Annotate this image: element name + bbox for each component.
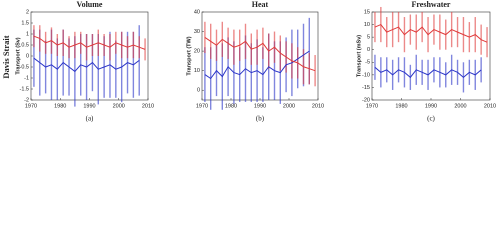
y-tick-label: -2 [24, 97, 29, 103]
series-line [33, 57, 140, 73]
x-tick-label: 1990 [425, 103, 437, 109]
plot-frame [201, 11, 319, 101]
panel-label: (b) [256, 115, 265, 123]
panel-title: Heat [252, 0, 269, 9]
y-tick-label: 1.5 [21, 20, 29, 26]
y-tick-label: -1 [24, 75, 29, 81]
y-tick-label: 40 [194, 9, 200, 15]
y-axis-label: Transport (TW) [186, 36, 192, 75]
x-tick-label: 2000 [454, 103, 466, 109]
y-axis-label: Transport (Sv) [15, 37, 21, 74]
y-tick-label: 1 [26, 31, 29, 37]
y-tick-label: -15 [362, 85, 370, 91]
x-tick-label: 1990 [83, 103, 95, 109]
panel-title: Freshwater [412, 0, 451, 9]
y-tick-label: 10 [194, 68, 200, 74]
x-tick-label: 1980 [54, 103, 66, 109]
y-tick-label: -20 [362, 97, 370, 103]
x-tick-label: 1980 [225, 103, 237, 109]
y-tick-label: -5 [365, 60, 370, 66]
x-tick-label: 1970 [196, 103, 208, 109]
figure: Davis Strait Volume Transport (Sv) (a) -2 -1… [1, 0, 496, 123]
y-tick-label: 15 [364, 9, 370, 15]
y-tick-label: 0 [26, 53, 29, 59]
y-tick-label: 20 [194, 49, 200, 55]
x-tick-label: 1980 [395, 103, 407, 109]
y-tick-label: 0 [197, 88, 200, 94]
x-tick-label: 1990 [254, 103, 266, 109]
y-tick-label: -10 [362, 72, 370, 78]
x-tick-label: 2010 [142, 103, 154, 109]
x-tick-label: 2000 [283, 103, 295, 109]
y-tick-label: -1.5 [20, 86, 29, 92]
y-tick-label: 0.5 [21, 42, 29, 48]
x-tick-label: 1970 [366, 103, 378, 109]
series-line [33, 35, 146, 50]
series-line [374, 23, 488, 43]
x-tick-label: 2010 [312, 103, 324, 109]
x-tick-label: 2010 [484, 103, 496, 109]
x-tick-label: 1970 [25, 103, 37, 109]
plot-frame [30, 11, 149, 101]
panel-title: Volume [77, 0, 103, 9]
plot-frame [371, 11, 491, 101]
y-axis-label: Transport (mSv) [356, 35, 362, 77]
y-tick-label: 2 [26, 9, 29, 15]
y-tick-label: 0 [367, 47, 370, 53]
series-line [204, 50, 310, 80]
panel-label: (c) [427, 115, 435, 123]
y-tick-label: -0.5 [20, 64, 29, 70]
y-tick-label: 5 [367, 35, 370, 41]
y-tick-label: 30 [194, 29, 200, 35]
row-label: Davis Strait [1, 35, 11, 78]
x-tick-label: 2000 [113, 103, 125, 109]
series-line [374, 66, 482, 79]
y-tick-label: 10 [364, 22, 370, 28]
panel-label: (a) [86, 115, 94, 123]
series-line [204, 37, 316, 72]
